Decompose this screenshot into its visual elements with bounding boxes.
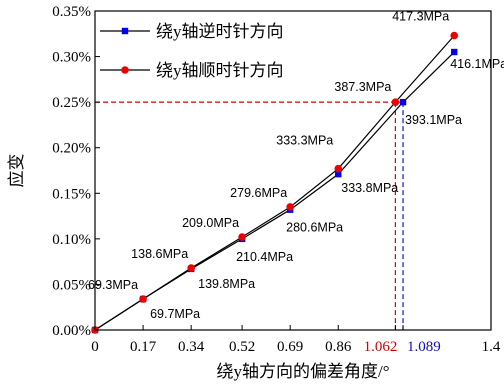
x-tick-label: 0.34 — [178, 339, 205, 355]
data-point-cw — [139, 295, 147, 303]
axis-layer: 0.00% 0.05% 0.10% 0.15% 0.20% 0.25% 0.30% 0.35%… — [52, 4, 501, 355]
y-tick-label: 0.10% — [52, 232, 91, 248]
legend-marker-square — [121, 27, 129, 35]
stress-label-cw: 209.0MPa — [182, 216, 239, 230]
stress-label-cw: 387.3MPa — [334, 80, 391, 94]
stress-label-cw: 279.6MPa — [230, 186, 287, 200]
stress-label-ccw: 393.1MPa — [405, 113, 462, 127]
x-tick-label: 1.4 — [482, 339, 501, 355]
legend-label-ccw: 绕y轴逆时针方向 — [156, 22, 284, 41]
x-tick-label: 0.17 — [130, 339, 157, 355]
stress-label-ccw: 416.1MPa — [450, 57, 504, 71]
stress-label-ccw: 333.8MPa — [341, 181, 398, 195]
y-tick-label: 0.25% — [52, 95, 91, 111]
annotation-layer: 69.7MPa 139.8MPa 210.4MPa 280.6MPa 333.8MPa 3… — [88, 10, 504, 321]
data-point-ccw — [335, 170, 342, 178]
y-tick-label: 0.15% — [52, 186, 91, 202]
data-point-ccw — [399, 98, 407, 106]
legend: 绕y轴逆时针方向 绕y轴顺时针方向 — [100, 22, 284, 80]
stress-label-cw: 333.3MPa — [276, 134, 333, 148]
plot-frame — [94, 10, 492, 331]
y-tick-label: 0.30% — [52, 50, 91, 66]
stress-label-ccw: 69.7MPa — [150, 307, 200, 321]
x-tick-label: 0.52 — [229, 339, 255, 355]
x-tick-label: 1.062 — [364, 339, 398, 355]
legend-marker-circle — [121, 66, 129, 74]
data-point-cw — [238, 233, 246, 241]
y-tick-label: 0.05% — [52, 277, 91, 293]
stress-label-cw: 69.3MPa — [88, 278, 138, 292]
data-point-cw — [391, 98, 400, 106]
reference-lines — [95, 101, 404, 330]
x-tick-label: 0.86 — [325, 339, 352, 355]
series-line-cw — [94, 35, 455, 331]
x-tick-label: 0.69 — [277, 339, 303, 355]
y-tick-label: 0.35% — [52, 4, 91, 20]
stress-label-cw: 417.3MPa — [392, 10, 449, 24]
data-point-ccw — [451, 48, 458, 56]
stress-label-ccw: 280.6MPa — [286, 221, 343, 235]
data-point-cw — [450, 31, 459, 40]
x-tick-label: 0 — [91, 339, 99, 355]
y-tick-label: 0.00% — [52, 323, 91, 339]
series-layer — [91, 31, 459, 334]
stress-label-ccw: 139.8MPa — [198, 277, 255, 291]
x-axis-title: 绕y轴方向的偏差角度/° — [216, 362, 389, 381]
stress-label-cw: 138.6MPa — [131, 247, 188, 261]
data-point-cw — [286, 203, 294, 211]
legend-label-cw: 绕y轴顺时针方向 — [156, 61, 284, 80]
y-axis-title: 应变 — [7, 154, 26, 188]
stress-label-ccw: 210.4MPa — [236, 250, 293, 264]
data-point-cw — [187, 264, 195, 272]
x-tick-label: 1.089 — [407, 339, 441, 355]
data-point-cw — [334, 164, 343, 173]
y-tick-label: 0.20% — [52, 141, 91, 157]
